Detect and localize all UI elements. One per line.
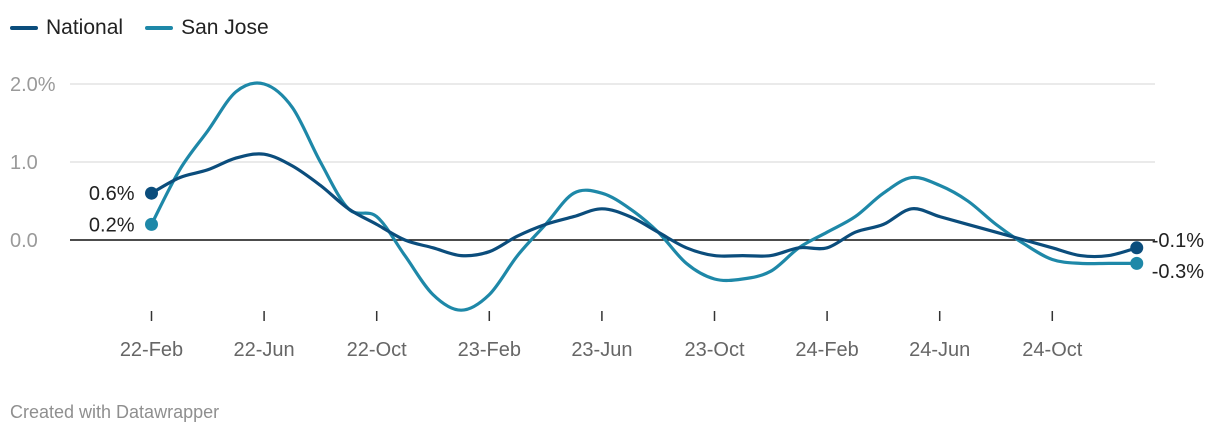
end-point-san-jose (1130, 256, 1144, 270)
legend-swatch-san-jose (145, 26, 174, 30)
legend-item-national: National (10, 16, 123, 40)
end-label-national: -0.1% (1152, 230, 1204, 252)
x-tick-label: 23-Oct (684, 339, 744, 361)
y-tick-label: 1.0 (10, 152, 38, 174)
end-label-san-jose: -0.3% (1152, 261, 1204, 283)
x-tick-label: 24-Feb (795, 339, 858, 361)
legend: National San Jose (10, 16, 269, 40)
x-tick-label: 22-Jun (234, 339, 295, 361)
x-tick-label: 24-Oct (1022, 339, 1082, 361)
legend-label-national: National (46, 16, 124, 39)
x-tick-label: 23-Jun (571, 339, 632, 361)
end-point-national (1130, 241, 1144, 255)
start-point-san-jose (145, 217, 158, 231)
start-label-national: 0.6% (89, 183, 135, 205)
y-tick-label: 0.0 (10, 230, 38, 252)
x-tick-label: 24-Jun (909, 339, 970, 361)
legend-item-san-jose: San Jose (145, 16, 269, 40)
datawrapper-credit: Created with Datawrapper (10, 402, 220, 422)
y-tick-label: 2.0% (10, 74, 56, 96)
x-tick-label: 22-Oct (347, 339, 407, 361)
x-tick-label: 22-Feb (120, 339, 183, 361)
legend-swatch-national (10, 26, 38, 30)
start-label-san-jose: 0.2% (89, 214, 135, 236)
series-line-national (149, 152, 1139, 259)
start-point-national (145, 186, 158, 200)
series-line-san-jose (149, 81, 1139, 312)
legend-label-san-jose: San Jose (181, 16, 269, 39)
x-tick-label: 23-Feb (458, 339, 521, 361)
